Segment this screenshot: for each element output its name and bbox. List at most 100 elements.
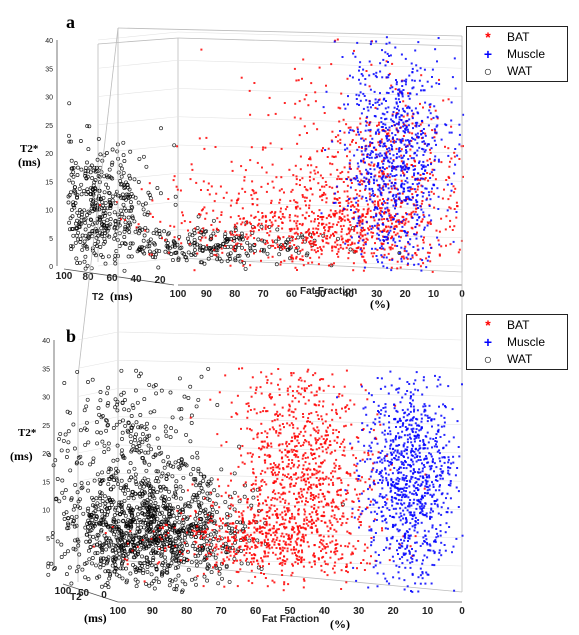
point-bat	[321, 450, 324, 453]
point-wat	[86, 190, 91, 194]
point-bat	[295, 548, 298, 551]
point-bat	[341, 407, 343, 410]
point-wat	[147, 193, 152, 197]
box-edge	[77, 27, 119, 377]
point-bat	[290, 374, 293, 377]
point-wat	[180, 579, 185, 584]
point-wat	[133, 577, 138, 582]
point-wat	[83, 254, 88, 259]
point-bat	[317, 404, 320, 407]
point-bat	[255, 388, 258, 391]
point-bat	[272, 489, 275, 492]
point-wat	[69, 581, 74, 586]
point-bat	[359, 524, 362, 527]
point-wat	[102, 190, 107, 195]
point-bat	[345, 369, 348, 372]
point-wat	[75, 165, 80, 170]
point-wat	[94, 536, 99, 541]
point-bat	[270, 498, 273, 501]
point-wat	[133, 388, 138, 393]
point-bat	[274, 413, 277, 416]
point-wat	[108, 222, 113, 227]
point-wat	[154, 227, 159, 232]
point-wat	[144, 581, 148, 586]
point-wat	[121, 153, 126, 158]
grid-line	[77, 331, 119, 341]
box-edge	[177, 257, 463, 273]
point-wat	[209, 236, 214, 241]
point-wat	[168, 527, 173, 532]
point-bat	[325, 413, 328, 416]
point-wat	[182, 394, 187, 399]
point-wat	[78, 428, 83, 433]
point-bat	[263, 481, 266, 483]
point-bat	[286, 422, 289, 425]
point-wat	[99, 232, 104, 236]
point-wat	[127, 246, 132, 250]
point-wat	[184, 543, 189, 548]
point-bat	[287, 583, 290, 586]
point-wat	[162, 465, 167, 470]
point-wat	[71, 203, 76, 207]
point-bat	[332, 475, 334, 478]
point-wat	[79, 461, 84, 466]
point-bat	[326, 426, 329, 429]
point-wat	[81, 189, 86, 193]
point-bat	[297, 501, 300, 504]
point-bat	[339, 416, 342, 419]
point-bat	[218, 485, 221, 488]
grid-line	[117, 359, 463, 369]
point-wat	[164, 476, 169, 481]
point-wat	[138, 485, 142, 490]
point-bat	[289, 540, 292, 543]
point-wat	[119, 195, 124, 200]
point-bat	[297, 492, 300, 495]
point-bat	[245, 402, 248, 405]
point-bat	[353, 403, 356, 406]
point-wat	[172, 587, 177, 592]
point-bat	[309, 520, 312, 523]
point-wat	[110, 194, 115, 199]
point-bat	[294, 437, 296, 440]
point-wat	[85, 397, 90, 402]
point-wat	[248, 248, 253, 253]
point-wat	[211, 552, 216, 557]
point-bat	[322, 422, 324, 425]
point-wat	[217, 571, 222, 576]
point-bat	[359, 479, 362, 482]
point-bat	[300, 387, 303, 390]
point-bat	[270, 372, 273, 375]
point-bat	[256, 433, 259, 436]
point-bat	[335, 429, 338, 432]
point-wat	[193, 516, 198, 521]
point-bat	[302, 586, 305, 589]
point-wat	[118, 208, 123, 213]
point-wat	[69, 243, 73, 248]
point-wat	[120, 576, 125, 581]
point-bat	[253, 408, 256, 411]
point-wat	[126, 223, 131, 228]
point-wat	[188, 439, 193, 444]
point-bat	[297, 385, 300, 388]
point-bat	[279, 500, 282, 503]
point-bat	[292, 415, 295, 418]
point-wat	[189, 499, 194, 504]
point-wat	[195, 455, 200, 460]
point-wat	[296, 235, 301, 240]
point-wat	[135, 249, 140, 254]
point-bat	[281, 478, 284, 481]
point-bat	[260, 557, 263, 560]
point-wat	[142, 233, 147, 238]
point-wat	[198, 560, 203, 565]
point-wat	[163, 429, 168, 434]
point-wat	[133, 472, 138, 477]
point-bat	[349, 472, 352, 475]
point-bat	[293, 484, 296, 487]
point-bat	[259, 489, 262, 492]
point-wat	[113, 233, 118, 238]
point-bat	[249, 508, 252, 511]
point-bat	[276, 473, 279, 476]
point-bat	[260, 485, 263, 487]
point-wat	[175, 515, 180, 520]
point-wat	[208, 532, 213, 537]
